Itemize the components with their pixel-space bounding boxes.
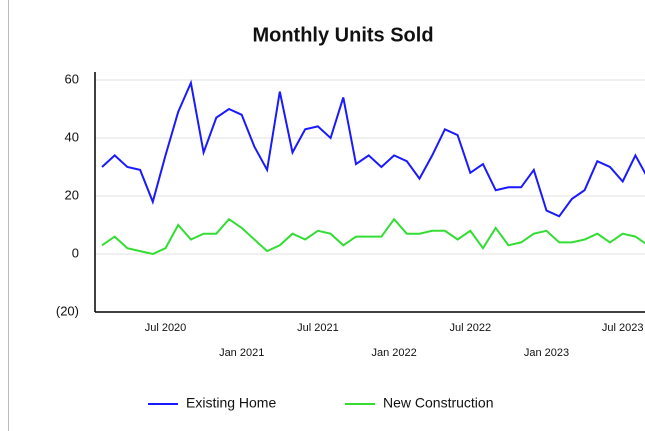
x-tick-label: Jan 2022 <box>371 347 416 359</box>
y-tick-label: 20 <box>65 187 79 202</box>
y-tick-label: (20) <box>56 303 79 318</box>
x-tick-label: Jul 2021 <box>297 322 339 334</box>
series-line <box>101 79 645 218</box>
x-tick-label: Jan 2021 <box>219 347 264 359</box>
series-line <box>101 217 645 256</box>
x-tick-label: Jul 2020 <box>145 322 187 334</box>
legend-label: New Construction <box>383 395 494 411</box>
y-tick-label: 0 <box>72 245 79 260</box>
x-tick-label: Jul 2023 <box>602 322 644 334</box>
x-tick-label: Jul 2022 <box>450 322 492 334</box>
legend-label: Existing Home <box>186 395 276 411</box>
y-tick-label: 60 <box>65 71 79 86</box>
y-tick-label: 40 <box>65 129 79 144</box>
x-tick-label: Jan 2023 <box>524 347 569 359</box>
chart-title: Monthly Units Sold <box>252 24 433 46</box>
